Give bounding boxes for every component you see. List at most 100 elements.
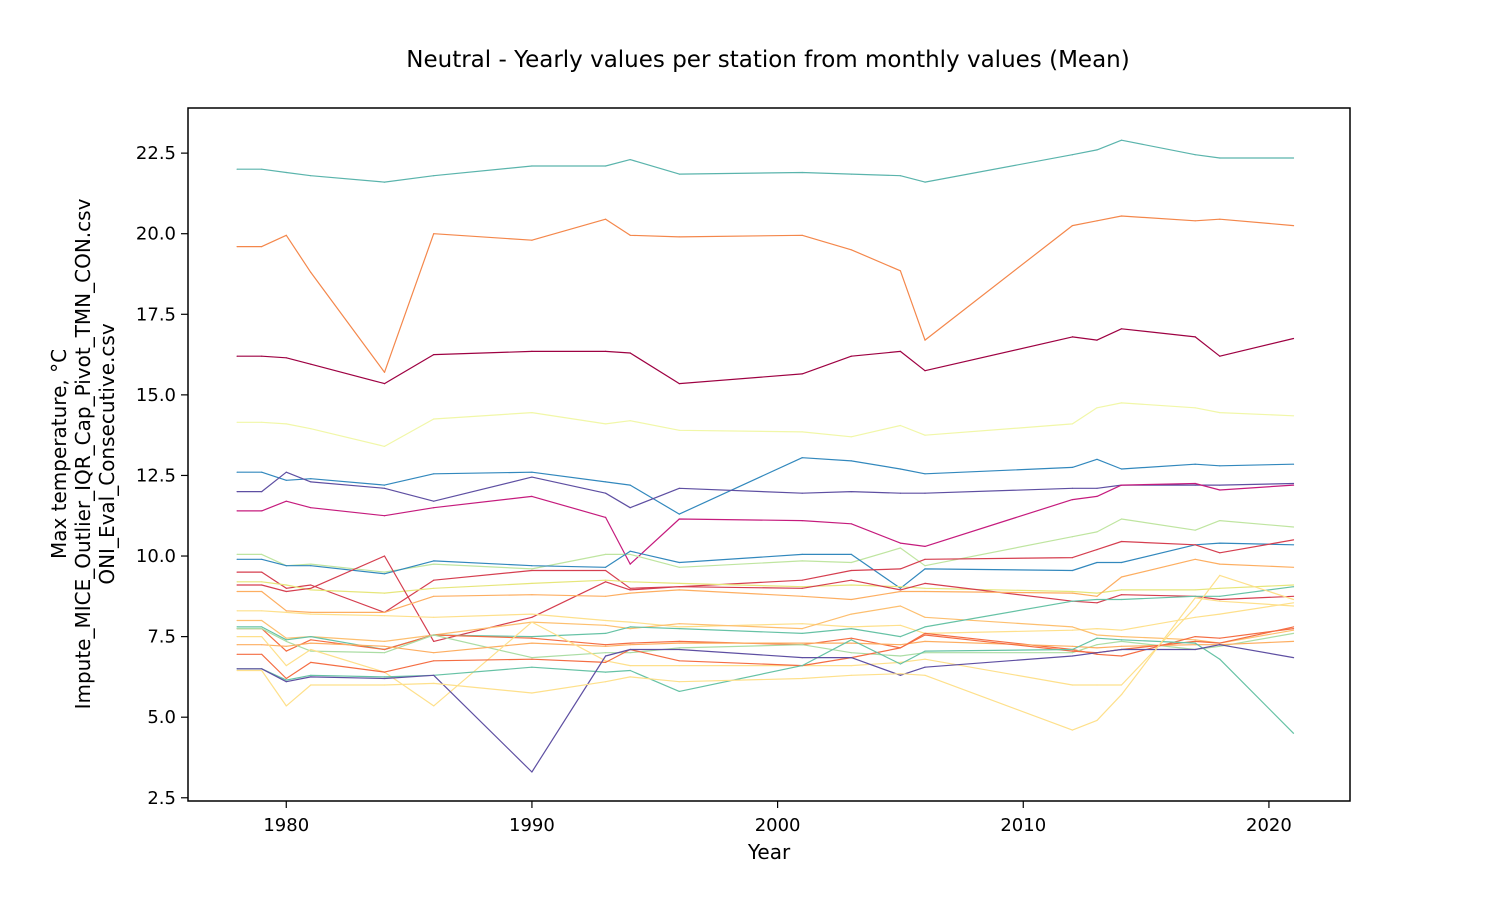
data-point — [1120, 636, 1123, 638]
data-point — [1194, 616, 1196, 618]
data-point — [1120, 468, 1123, 470]
data-point — [924, 652, 926, 654]
data-point — [629, 621, 631, 623]
data-point — [1219, 465, 1221, 467]
data-point — [1219, 642, 1221, 644]
data-point — [850, 637, 852, 639]
data-point — [1071, 499, 1073, 501]
data-point — [899, 624, 902, 626]
data-point — [1120, 518, 1123, 520]
data-point — [1096, 595, 1098, 597]
data-point — [531, 613, 533, 615]
data-point — [850, 249, 852, 251]
series-5 — [236, 457, 1295, 515]
data-point — [1071, 487, 1073, 489]
data-point — [1219, 412, 1221, 414]
data-point — [850, 460, 852, 462]
data-point — [605, 569, 607, 572]
data-point — [1219, 520, 1221, 522]
data-point — [605, 624, 607, 626]
data-point — [383, 640, 386, 643]
data-point — [1292, 626, 1295, 628]
data-point — [899, 175, 902, 177]
data-point — [629, 581, 631, 583]
data-point — [1194, 607, 1196, 609]
data-point — [1292, 157, 1295, 159]
data-point — [1120, 629, 1123, 631]
data-point — [1194, 407, 1196, 409]
data-point — [801, 642, 803, 644]
series-6 — [236, 471, 1295, 509]
data-point — [1071, 645, 1073, 647]
data-point — [678, 648, 680, 651]
data-point — [605, 581, 607, 583]
data-point — [605, 218, 607, 220]
data-point — [261, 626, 263, 628]
data-point — [924, 492, 926, 494]
data-point — [285, 500, 287, 502]
data-point — [433, 674, 435, 676]
data-point — [383, 487, 386, 489]
series-line-23 — [237, 644, 1294, 773]
x-tick-label: 2000 — [755, 815, 801, 836]
data-point — [310, 363, 312, 365]
data-point — [1096, 598, 1098, 601]
data-point — [629, 352, 631, 354]
data-point — [261, 421, 263, 423]
data-point — [1194, 595, 1196, 597]
data-point — [924, 565, 926, 567]
y-tick-label: 12.5 — [136, 465, 176, 486]
data-point — [383, 671, 386, 673]
data-point — [310, 271, 312, 273]
data-point — [531, 350, 533, 352]
data-point — [310, 565, 312, 567]
data-point — [236, 644, 238, 646]
data-point — [531, 471, 533, 473]
data-point — [236, 168, 238, 170]
data-point — [433, 354, 435, 356]
data-point — [629, 669, 631, 672]
data-point — [678, 518, 680, 520]
data-point — [236, 669, 238, 672]
data-point — [629, 159, 631, 161]
data-point — [1096, 592, 1098, 594]
data-point — [678, 681, 680, 683]
y-tick-label: 7.5 — [147, 627, 176, 648]
data-point — [1071, 626, 1073, 628]
data-point — [605, 655, 607, 657]
data-point — [801, 579, 803, 581]
data-point — [924, 545, 926, 548]
data-point — [801, 595, 803, 597]
data-point — [850, 569, 852, 572]
chart-title: Neutral - Yearly values per station from… — [406, 47, 1129, 73]
data-point — [310, 563, 312, 565]
data-point — [236, 668, 238, 670]
data-point — [1071, 650, 1073, 652]
data-point — [383, 684, 386, 686]
data-point — [285, 645, 287, 647]
data-point — [285, 640, 287, 643]
data-point — [605, 165, 607, 167]
data-point — [1292, 566, 1295, 568]
data-point — [1096, 549, 1098, 551]
x-tick-label: 1980 — [263, 815, 309, 836]
data-point — [236, 491, 238, 493]
data-point — [433, 579, 435, 581]
data-point — [261, 628, 263, 630]
data-point — [236, 553, 238, 556]
data-point — [1219, 613, 1221, 615]
data-point — [678, 626, 680, 628]
data-point — [924, 339, 926, 341]
data-point — [850, 626, 852, 628]
data-point — [236, 619, 238, 622]
data-point — [1292, 629, 1295, 631]
data-point — [1071, 154, 1073, 156]
data-point — [1096, 647, 1098, 649]
data-point — [1096, 634, 1098, 636]
data-point — [285, 705, 287, 707]
data-point — [605, 661, 607, 664]
data-point — [629, 644, 631, 646]
data-point — [924, 181, 926, 183]
data-point — [605, 660, 607, 662]
data-point — [531, 239, 533, 241]
